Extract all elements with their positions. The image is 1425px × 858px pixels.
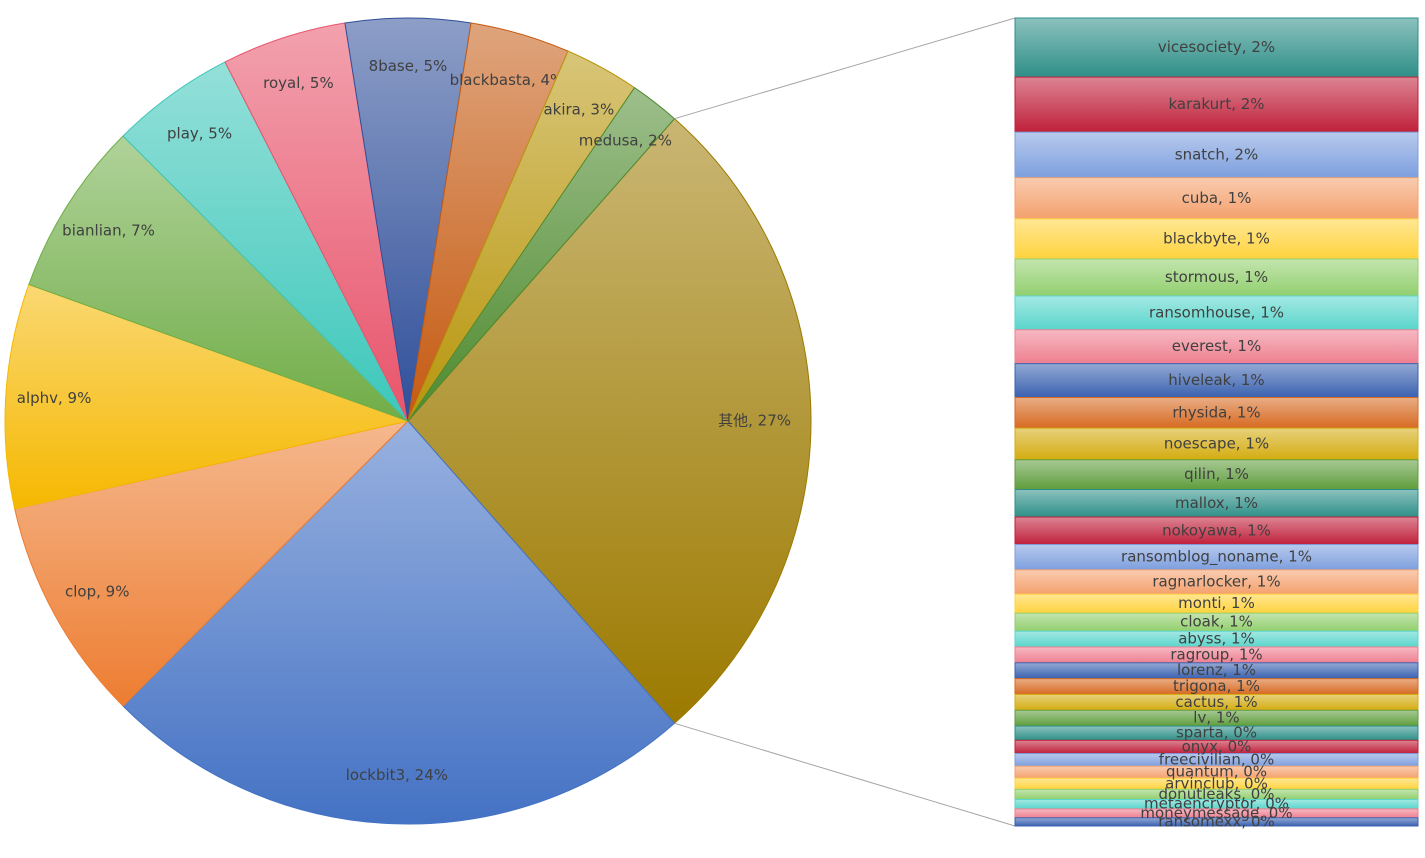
bar-label: hiveleak, 1%: [1168, 371, 1264, 389]
slice-label: alphv, 9%: [17, 389, 92, 407]
bar-segment: [1014, 396, 1419, 429]
bar-segment: [1014, 76, 1419, 133]
slice-label: medusa, 2%: [579, 131, 672, 149]
slice-label: blackbasta, 4%: [450, 71, 565, 89]
slice-label: bianlian, 7%: [62, 221, 155, 239]
pie-slice: [407, 117, 812, 725]
bar-segment: [1014, 427, 1419, 461]
bar-label: blackbyte, 1%: [1163, 229, 1270, 247]
bar-label: nokoyawa, 1%: [1162, 521, 1271, 539]
pie-slice: [28, 135, 409, 422]
bar-segment: [1014, 258, 1419, 297]
slice-label: akira, 3%: [543, 101, 614, 119]
bar-label: monti, 1%: [1178, 594, 1255, 612]
bar-label: ragnarlocker, 1%: [1152, 573, 1280, 591]
bar-segment: [1014, 817, 1419, 827]
bar-label: moneymessage, 0%: [1140, 804, 1292, 822]
bar-label: freecivilian, 0%: [1159, 750, 1274, 768]
bar-label: stormous, 1%: [1165, 268, 1268, 286]
bar-label: ransomexx, 0%: [1158, 812, 1275, 830]
bar-label: rhysida, 1%: [1172, 403, 1260, 421]
bar-segment: [1014, 459, 1419, 491]
slice-label: play, 5%: [167, 125, 232, 143]
bar-segment: [1014, 329, 1419, 365]
bar-label: cactus, 1%: [1175, 693, 1257, 711]
slice-label: 其他, 27%: [718, 412, 791, 430]
bar-label: sparta, 0%: [1176, 724, 1257, 742]
bar-label: qilin, 1%: [1184, 465, 1249, 483]
connector-line: [674, 17, 1016, 120]
bar-label: noescape, 1%: [1164, 434, 1269, 452]
bar-label: donutleaks, 0%: [1158, 785, 1274, 803]
pie-slice: [14, 420, 410, 707]
bar-segment: [1014, 363, 1419, 398]
bar-segment: [1014, 516, 1419, 546]
bar-segment: [1014, 544, 1419, 571]
bar-label: vicesociety, 2%: [1158, 38, 1275, 56]
bar-label: onyx, 0%: [1182, 737, 1252, 755]
connector-line: [674, 722, 1016, 827]
bar-segment: [1014, 295, 1419, 331]
pie-slice: [122, 420, 676, 825]
bar-label: ransomhouse, 1%: [1149, 303, 1284, 321]
bar-label: trigona, 1%: [1173, 677, 1260, 695]
bar-label: ragroup, 1%: [1170, 645, 1262, 663]
bar-label: ransomblog_noname, 1%: [1121, 548, 1312, 567]
bar-label: lv, 1%: [1193, 709, 1239, 727]
bar-label: quantum, 0%: [1166, 763, 1267, 781]
bar-label: metaencryptor, 0%: [1144, 795, 1289, 813]
bar-label: lorenz, 1%: [1177, 661, 1256, 679]
bar-label: karakurt, 2%: [1168, 95, 1264, 113]
slice-label: royal, 5%: [263, 74, 334, 92]
pie-slice: [407, 86, 676, 422]
slice-label: lockbit3, 24%: [346, 766, 448, 784]
bar-label: abyss, 1%: [1178, 630, 1255, 648]
bar-segment: [1014, 489, 1419, 518]
bar-segment: [1014, 17, 1419, 78]
bar-label: arvinclub, 0%: [1165, 774, 1268, 792]
slice-label: clop, 9%: [65, 582, 129, 600]
bar-segment: [1014, 218, 1419, 260]
bar-segment: [1014, 131, 1419, 179]
bar-segment: [1014, 569, 1419, 595]
bar-label: everest, 1%: [1172, 337, 1261, 355]
slice-label: 8base, 5%: [369, 57, 448, 75]
bar-label: snatch, 2%: [1175, 145, 1258, 163]
bar-label: cloak, 1%: [1180, 613, 1253, 631]
bar-segment: [1014, 177, 1419, 220]
bar-label: mallox, 1%: [1175, 494, 1258, 512]
bar-label: cuba, 1%: [1182, 189, 1252, 207]
pie-slice: [4, 283, 410, 510]
